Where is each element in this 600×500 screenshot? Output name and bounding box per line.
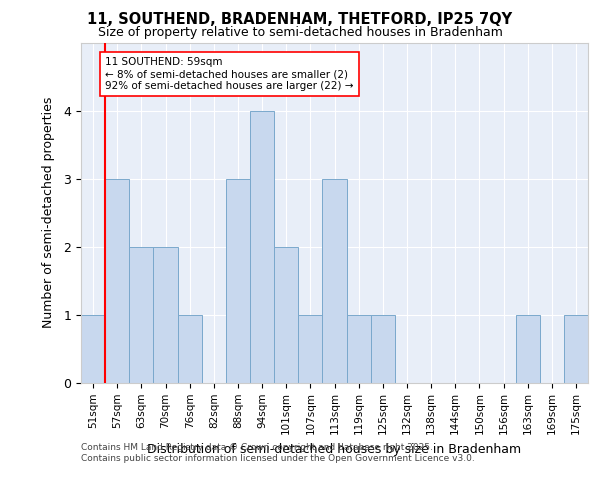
Bar — [371, 314, 395, 382]
Bar — [250, 110, 274, 382]
Bar — [105, 178, 129, 382]
Text: 11 SOUTHEND: 59sqm
← 8% of semi-detached houses are smaller (2)
92% of semi-deta: 11 SOUTHEND: 59sqm ← 8% of semi-detached… — [105, 58, 353, 90]
Bar — [178, 314, 202, 382]
Y-axis label: Number of semi-detached properties: Number of semi-detached properties — [42, 97, 55, 328]
Bar — [226, 178, 250, 382]
Bar — [154, 246, 178, 382]
Bar — [129, 246, 154, 382]
Bar — [322, 178, 347, 382]
X-axis label: Distribution of semi-detached houses by size in Bradenham: Distribution of semi-detached houses by … — [148, 442, 521, 456]
Text: 11, SOUTHEND, BRADENHAM, THETFORD, IP25 7QY: 11, SOUTHEND, BRADENHAM, THETFORD, IP25 … — [88, 12, 512, 28]
Bar — [564, 314, 588, 382]
Text: Size of property relative to semi-detached houses in Bradenham: Size of property relative to semi-detach… — [98, 26, 502, 39]
Text: Contains HM Land Registry data © Crown copyright and database right 2025.: Contains HM Land Registry data © Crown c… — [81, 442, 433, 452]
Bar — [81, 314, 105, 382]
Bar — [298, 314, 322, 382]
Bar — [274, 246, 298, 382]
Text: Contains public sector information licensed under the Open Government Licence v3: Contains public sector information licen… — [81, 454, 475, 463]
Bar — [347, 314, 371, 382]
Bar — [515, 314, 540, 382]
